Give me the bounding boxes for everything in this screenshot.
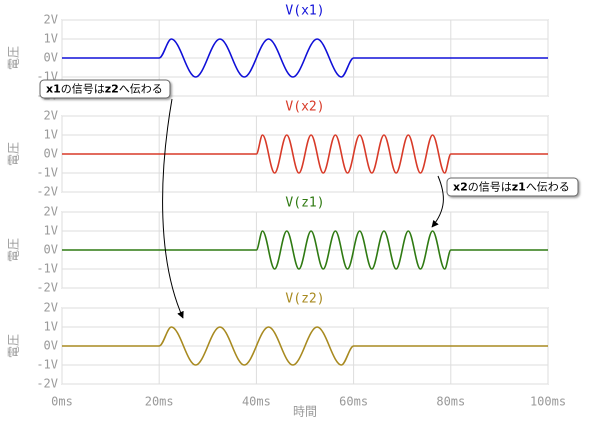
y-tick-label: -1V xyxy=(36,166,58,180)
callout-part: z1 xyxy=(512,181,526,194)
signal-line xyxy=(61,38,548,78)
callout-text: x1の信号はz2へ伝わる xyxy=(46,83,163,96)
callout-box xyxy=(39,79,171,99)
y-tick-label: 2V xyxy=(44,205,58,219)
arrow xyxy=(431,175,444,228)
y-tick-label: 1V xyxy=(44,32,58,46)
signal-line xyxy=(61,134,548,174)
chart-title: V(z1) xyxy=(285,196,324,211)
callout-part: の信号は xyxy=(468,181,512,194)
y-axis-label: 電圧 xyxy=(7,46,21,70)
y-tick-label: 2V xyxy=(44,109,58,123)
plots: V(x1) 電圧 -2V -1V 0V 1V 2V V(x2) 電圧 -2V -1V 0V 1V 2V V(… xyxy=(7,4,567,419)
callout-box xyxy=(446,177,579,197)
y-tick-label: 1V xyxy=(44,224,58,238)
y-tick-label: -1V xyxy=(36,262,58,276)
x-tick-label: 40ms xyxy=(242,395,271,409)
y-tick-label: 2V xyxy=(44,301,58,315)
y-tick-label: 1V xyxy=(44,128,58,142)
annotations: x1の信号はz2へ伝わる x2の信号はz1へ伝わる xyxy=(39,79,579,319)
y-axis-label: 電圧 xyxy=(7,334,21,358)
callout-part: x2 xyxy=(453,181,468,194)
x-tick-label: 80ms xyxy=(436,395,465,409)
signal-line xyxy=(61,230,548,270)
y-axis-label: 電圧 xyxy=(7,238,21,262)
y-tick-label: 2V xyxy=(44,13,58,27)
x-tick-label: 20ms xyxy=(145,395,174,409)
y-tick-label: 0V xyxy=(44,51,58,65)
y-tick-label: -2V xyxy=(36,281,58,295)
callout-part: へ伝わる xyxy=(119,83,163,96)
callout-part: x1 xyxy=(46,83,61,96)
x-tick-label: 100ms xyxy=(530,395,566,409)
x-tick-label: 60ms xyxy=(339,395,368,409)
y-axis-label: 電圧 xyxy=(7,142,21,166)
arrow xyxy=(162,98,184,319)
chart-title: V(x2) xyxy=(285,100,324,115)
y-tick-label: 0V xyxy=(44,243,58,257)
callout-part: へ伝わる xyxy=(526,181,570,194)
x-tick-label: 0ms xyxy=(51,395,73,409)
y-tick-label: 0V xyxy=(44,339,58,353)
chart-title: V(z2) xyxy=(285,292,324,307)
signal-line xyxy=(62,326,548,366)
callout-part: の信号は xyxy=(61,83,105,96)
y-tick-label: -1V xyxy=(36,358,58,372)
y-tick-label: 1V xyxy=(44,320,58,334)
y-tick-label: 0V xyxy=(44,147,58,161)
y-tick-label: -2V xyxy=(36,185,58,199)
x-axis-label: 時間 xyxy=(293,405,317,419)
callout-part: z2 xyxy=(105,83,119,96)
callout-text: x2の信号はz1へ伝わる xyxy=(453,181,570,194)
chart-title: V(x1) xyxy=(285,4,324,19)
y-tick-label: -2V xyxy=(36,377,58,391)
